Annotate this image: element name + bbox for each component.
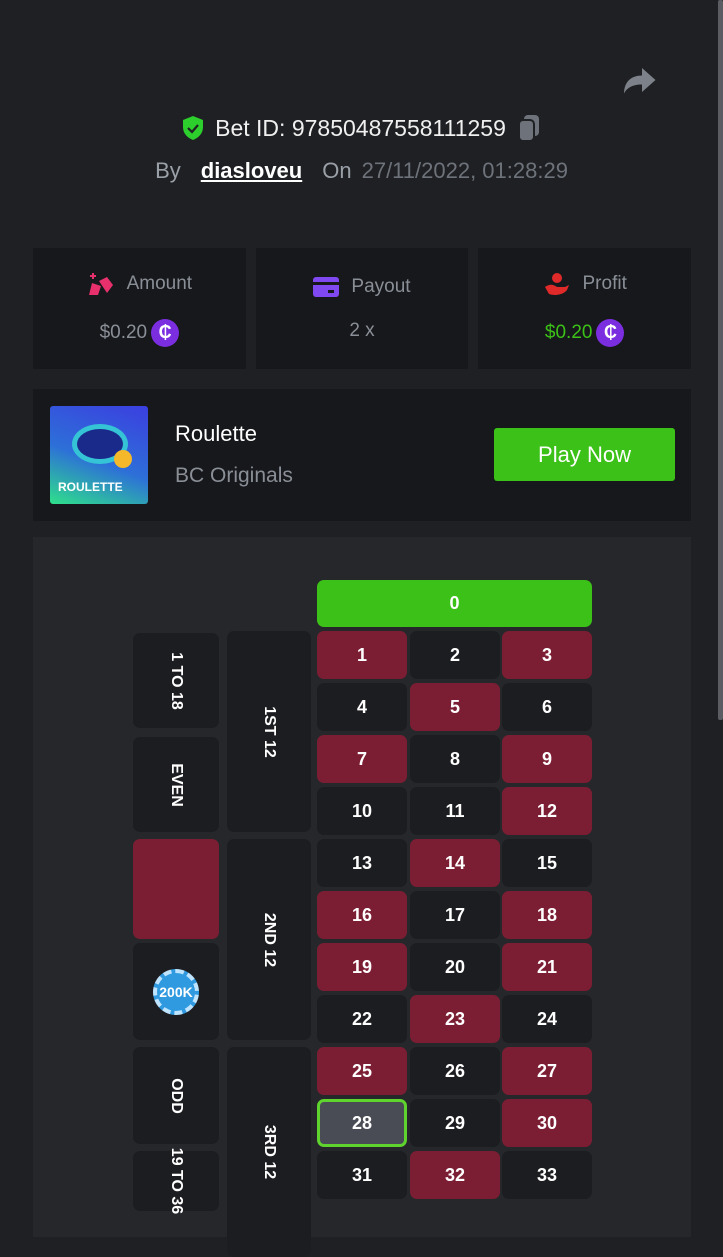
number-cell-6[interactable]: 6 (502, 683, 592, 731)
number-cell-30[interactable]: 30 (502, 1099, 592, 1147)
stat-payout: Payout 2 x (255, 248, 469, 369)
card-icon (313, 276, 340, 297)
user-link[interactable]: diasloveu (200, 158, 303, 183)
number-cell-25[interactable]: 25 (317, 1047, 407, 1095)
number-cell-14[interactable]: 14 (410, 839, 500, 887)
bet-id-row: Bet ID: 97850487558111259 (0, 114, 723, 142)
coins-icon (88, 272, 113, 295)
outside-bet-1[interactable]: EVEN (133, 737, 219, 832)
number-cell-32[interactable]: 32 (410, 1151, 500, 1199)
number-cell-5[interactable]: 5 (410, 683, 500, 731)
stat-amount: Amount $0.20 ₵ (33, 248, 246, 369)
number-cell-11[interactable]: 11 (410, 787, 500, 835)
dozen-2[interactable]: 2ND 12 (227, 839, 311, 1040)
red-bet[interactable] (133, 839, 219, 939)
roulette-board: 0 1 2 3 4 5 6 7 8 9 10 11 12 13 14 15 16 17 18 19 20 21 22 23 24… (33, 537, 691, 1257)
number-cell-15[interactable]: 15 (502, 839, 592, 887)
currency-coin-icon: ₵ (151, 318, 180, 347)
outside-bet-4[interactable]: ODD (133, 1047, 219, 1144)
game-provider: BC Originals (175, 464, 293, 487)
number-cell-3[interactable]: 3 (502, 631, 592, 679)
number-cell-20[interactable]: 20 (410, 943, 500, 991)
number-cell-22[interactable]: 22 (317, 995, 407, 1043)
black-bet[interactable]: 200K (133, 943, 219, 1040)
number-cell-4[interactable]: 4 (317, 683, 407, 731)
payout-value: 2 x (349, 319, 375, 341)
shield-check-icon (183, 116, 204, 140)
number-cell-26[interactable]: 26 (410, 1047, 500, 1095)
number-cell-2[interactable]: 2 (410, 631, 500, 679)
amount-value: $0.20 (99, 321, 148, 343)
game-name: Roulette (175, 421, 257, 446)
number-cell-33[interactable]: 33 (502, 1151, 592, 1199)
profit-value: $0.20 (544, 321, 593, 343)
number-cell-23[interactable]: 23 (410, 995, 500, 1043)
bet-id: 97850487558111259 (291, 114, 506, 141)
number-cell-9[interactable]: 9 (502, 735, 592, 783)
outside-bet-0[interactable]: 1 TO 18 (133, 633, 219, 728)
outside-bet-5[interactable]: 19 TO 36 (133, 1148, 219, 1214)
hand-coin-icon (544, 272, 569, 295)
bet-datetime: 27/11/2022, 01:28:29 (361, 158, 568, 183)
number-cell-10[interactable]: 10 (317, 787, 407, 835)
game-card: ROULETTE Roulette BC Originals Play Now (33, 389, 691, 521)
roulette-thumbnail[interactable]: ROULETTE (50, 406, 148, 504)
number-cell-12[interactable]: 12 (502, 787, 592, 835)
number-cell-24[interactable]: 24 (502, 995, 592, 1043)
number-cell-17[interactable]: 17 (410, 891, 500, 939)
number-cell-21[interactable]: 21 (502, 943, 592, 991)
chip-icon: 200K (153, 968, 199, 1015)
by-label: By (155, 158, 181, 183)
number-cell-31[interactable]: 31 (317, 1151, 407, 1199)
byline: By diasloveu On 27/11/2022, 01:28:29 (0, 158, 723, 184)
number-cell-27[interactable]: 27 (502, 1047, 592, 1095)
on-label: On (322, 158, 352, 183)
stat-profit: Profit $0.20 ₵ (478, 248, 692, 369)
number-cell-29[interactable]: 29 (410, 1099, 500, 1147)
bet-id-label: Bet ID: (215, 114, 286, 141)
number-cell-28[interactable]: 28 (317, 1099, 407, 1147)
share-icon[interactable] (620, 62, 658, 98)
number-cell-0[interactable]: 0 (317, 580, 592, 627)
scrollbar[interactable] (718, 0, 723, 720)
dozen-1[interactable]: 1ST 12 (227, 631, 311, 832)
number-cell-18[interactable]: 18 (502, 891, 592, 939)
number-cell-16[interactable]: 16 (317, 891, 407, 939)
number-cell-1[interactable]: 1 (317, 631, 407, 679)
number-cell-8[interactable]: 8 (410, 735, 500, 783)
currency-coin-icon: ₵ (596, 318, 625, 347)
number-cell-13[interactable]: 13 (317, 839, 407, 887)
number-cell-7[interactable]: 7 (317, 735, 407, 783)
stats-row: Amount $0.20 ₵ Payout 2 x Profit $0.20 ₵ (33, 248, 692, 369)
dozen-3[interactable]: 3RD 12 (227, 1047, 311, 1257)
copy-icon[interactable] (516, 114, 542, 142)
play-now-button[interactable]: Play Now (494, 428, 675, 481)
number-cell-19[interactable]: 19 (317, 943, 407, 991)
